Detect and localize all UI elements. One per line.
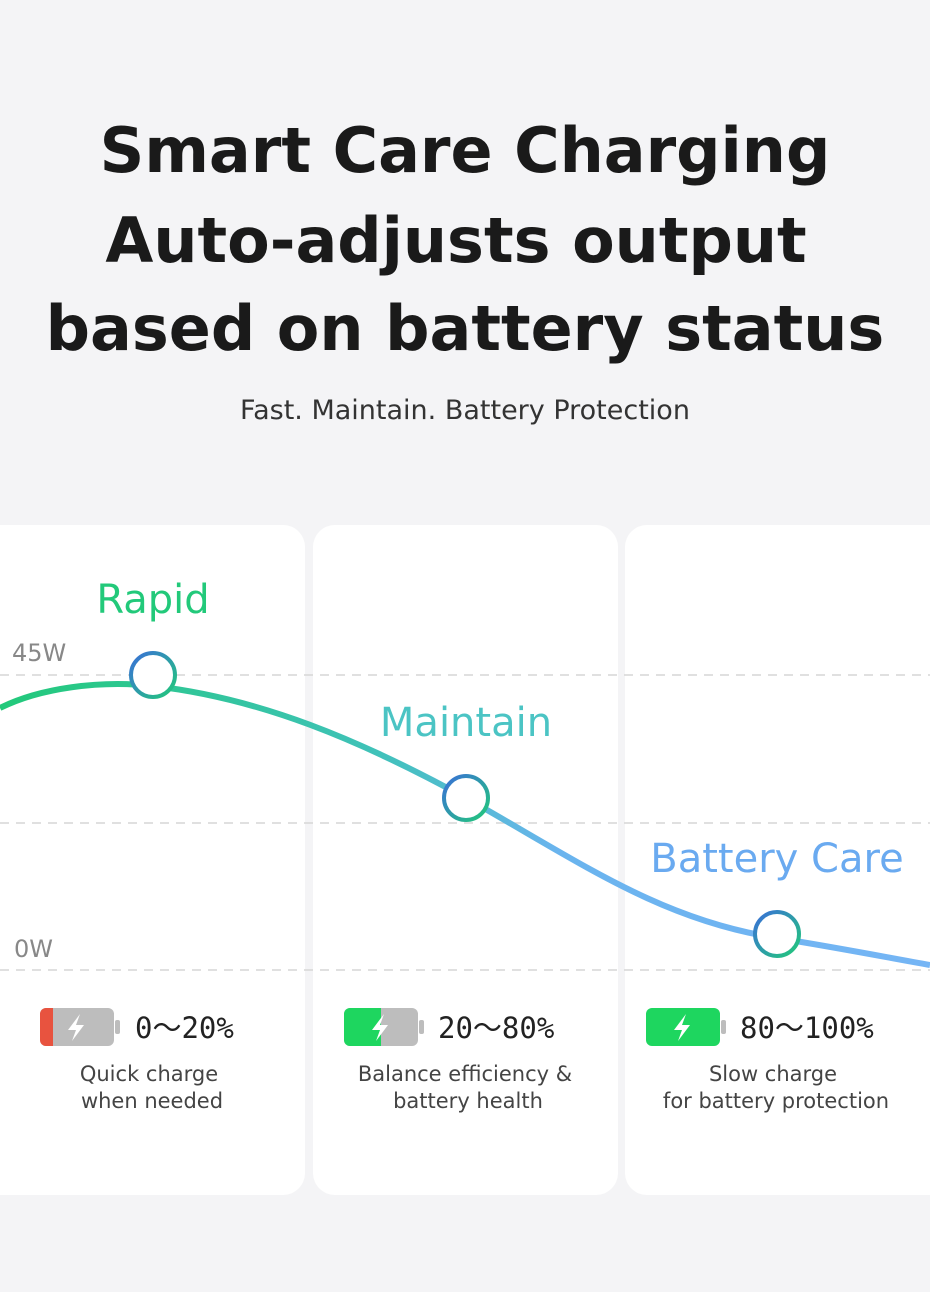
point	[753, 910, 801, 958]
title-line: Smart Care Charging	[100, 114, 831, 187]
description: Quick charge	[80, 1062, 218, 1086]
description: for battery protection	[663, 1089, 889, 1113]
axis-label: 45W	[12, 639, 66, 667]
range: 20～80%	[438, 1011, 554, 1045]
range: 0～20%	[135, 1011, 234, 1045]
description: Slow charge	[709, 1062, 837, 1086]
point	[129, 651, 177, 699]
battery-icon	[646, 1008, 726, 1046]
title-line: based on battery status	[46, 292, 885, 365]
stage-label: Rapid	[96, 577, 209, 623]
title-line: Auto-adjusts output	[105, 204, 806, 277]
axis-label: 0W	[14, 935, 53, 963]
description: Balance efficiency &	[358, 1062, 572, 1086]
subtitle: Fast. Maintain. Battery Protection	[240, 395, 690, 426]
point	[442, 774, 490, 822]
stage-label: Maintain	[380, 700, 552, 746]
battery-icon	[40, 1008, 120, 1046]
battery-icon	[344, 1008, 424, 1046]
range: 80～100%	[740, 1011, 874, 1045]
description: when needed	[81, 1089, 223, 1113]
guides	[0, 674, 930, 971]
description: battery health	[393, 1089, 543, 1113]
stage-label: Battery Care	[650, 836, 903, 882]
